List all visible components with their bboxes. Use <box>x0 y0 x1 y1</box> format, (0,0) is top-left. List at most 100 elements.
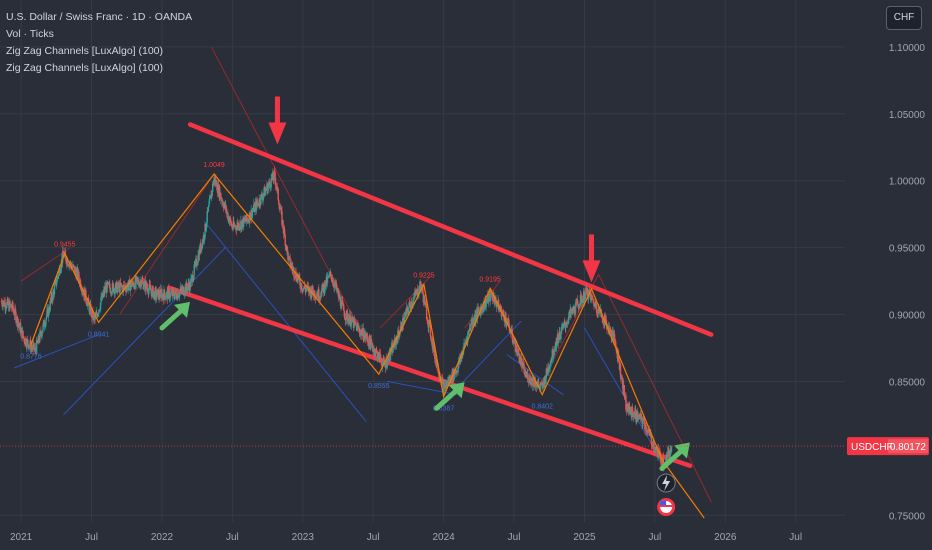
candle-body <box>553 351 555 357</box>
price-axis[interactable]: 1.10000 1.05000 1.00000 0.95000 0.90000 0.850… <box>889 43 926 522</box>
candle-body <box>468 331 470 332</box>
candle-body <box>392 343 394 353</box>
candle-body <box>324 288 326 293</box>
candle-body <box>280 208 283 212</box>
candle-body <box>512 338 514 342</box>
candle-body <box>158 291 161 297</box>
candle-body <box>526 374 528 377</box>
currency-button[interactable]: CHF <box>886 6 922 30</box>
candle-body <box>371 342 373 344</box>
candle-body <box>462 349 465 355</box>
candle-body <box>426 318 428 322</box>
candle-body <box>8 301 11 311</box>
candle-body <box>116 286 119 293</box>
candles <box>0 166 673 472</box>
candle-body <box>365 336 367 339</box>
candle-body <box>529 375 531 382</box>
red-arrow-shaft <box>274 96 280 125</box>
candle-body <box>625 395 627 410</box>
candle-body <box>597 313 599 315</box>
candle-body <box>154 288 156 300</box>
candle-body <box>370 338 372 350</box>
candle-body <box>342 303 344 305</box>
candle-body <box>44 326 46 327</box>
candle-body <box>397 330 400 335</box>
candle-body <box>600 312 603 318</box>
candle-body <box>447 381 449 385</box>
channel-line-upper <box>187 122 714 337</box>
zigzag-line <box>30 173 663 460</box>
candle-body <box>315 295 317 299</box>
candle-body <box>48 310 51 312</box>
candle-body <box>30 346 32 351</box>
candle-body <box>48 307 50 312</box>
candle-body <box>614 340 617 346</box>
candle-body <box>22 330 24 337</box>
candle-body <box>167 288 169 300</box>
candle-body <box>136 276 138 278</box>
candle-body <box>295 271 297 279</box>
candle-body <box>573 306 576 313</box>
candle-body <box>315 295 318 297</box>
candle-body <box>100 297 102 303</box>
candle-body <box>468 328 471 332</box>
channel-guide-red <box>464 280 501 329</box>
pivot-label: 0.9195 <box>479 276 501 283</box>
time-tick-label: 2021 <box>10 532 33 543</box>
candle-body <box>170 292 172 294</box>
candle-body <box>614 339 616 341</box>
candle-body <box>229 217 232 221</box>
candle-body <box>276 187 279 189</box>
candle-body <box>178 296 180 298</box>
candle-body <box>164 297 167 300</box>
candle-body <box>659 451 661 453</box>
candle-body <box>193 264 195 276</box>
candle-body <box>354 321 357 325</box>
candle-body <box>41 332 43 337</box>
candle-body <box>273 171 275 181</box>
candle-body <box>328 274 330 278</box>
candle-body <box>523 373 526 375</box>
candle-body <box>388 354 390 362</box>
candle-body <box>111 282 114 293</box>
candle-body <box>107 282 110 285</box>
candle-body <box>438 374 440 378</box>
candle-body <box>38 335 40 342</box>
candle-body <box>207 206 210 212</box>
candle-body <box>53 285 56 295</box>
candle-body <box>539 385 541 388</box>
candle-body <box>292 267 294 270</box>
us-flag-stripe <box>660 505 673 507</box>
candle-body <box>220 198 223 200</box>
price-tick-label: 0.90000 <box>889 311 926 322</box>
candle-body <box>239 227 241 229</box>
candle-body <box>386 364 388 367</box>
price-tick-label: 0.75000 <box>889 511 926 522</box>
candle-body <box>527 373 529 382</box>
candle-body <box>254 205 256 213</box>
event-icons[interactable] <box>656 473 676 516</box>
candle-body <box>59 271 62 274</box>
candle-body <box>345 310 348 320</box>
time-tick-label: 2025 <box>573 532 596 543</box>
time-tick-label: 2024 <box>433 532 456 543</box>
green-arrow-shaft <box>659 447 685 471</box>
candle-body <box>637 414 640 419</box>
candle-body <box>669 449 672 457</box>
candle-body <box>349 314 351 327</box>
candle-body <box>206 222 208 228</box>
candle-body <box>33 349 36 351</box>
candle-body <box>330 274 332 280</box>
candle-body <box>652 441 655 449</box>
time-axis[interactable]: 2021 Jul 2022 Jul 2023 Jul 2024 Jul 2025 Jul 2026 J… <box>10 532 802 543</box>
candle-body <box>513 342 515 345</box>
candle-body <box>549 363 551 369</box>
candle-body <box>36 340 38 343</box>
candle-body <box>424 301 427 304</box>
candle-body <box>125 287 128 292</box>
candle-body <box>373 348 376 356</box>
candle-body <box>357 324 359 326</box>
candle-body <box>37 342 39 344</box>
